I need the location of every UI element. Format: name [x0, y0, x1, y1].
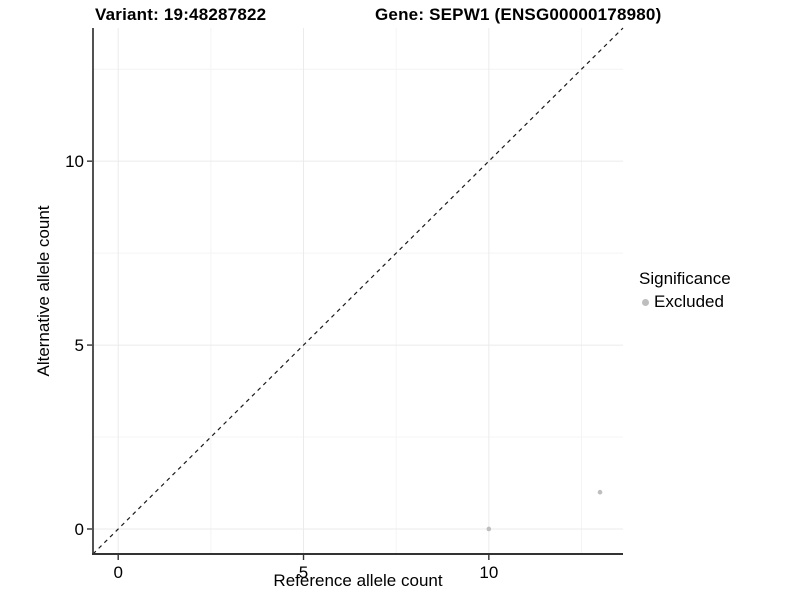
data-point [597, 489, 603, 495]
plot-title-variant: Variant: 19:48287822 [95, 5, 267, 24]
legend: Significance Excluded [639, 269, 731, 312]
data-point [486, 526, 492, 532]
x-tick-label: 10 [479, 563, 498, 582]
identity-reference-line [92, 27, 624, 555]
plot-title-gene: Gene: SEPW1 (ENSG00000178980) [375, 5, 662, 24]
y-axis-title: Alternative allele count [34, 205, 53, 377]
y-tick-label: 10 [65, 152, 84, 171]
legend-item-excluded: Excluded [639, 292, 731, 312]
y-tick-label: 0 [75, 520, 84, 539]
legend-title: Significance [639, 269, 731, 288]
x-tick-label: 0 [113, 563, 122, 582]
legend-item-label: Excluded [654, 292, 724, 311]
y-tick-label: 5 [75, 336, 84, 355]
legend-point-icon [642, 298, 649, 306]
x-tick-label: 5 [299, 563, 308, 582]
x-axis-title: Reference allele count [273, 571, 443, 590]
